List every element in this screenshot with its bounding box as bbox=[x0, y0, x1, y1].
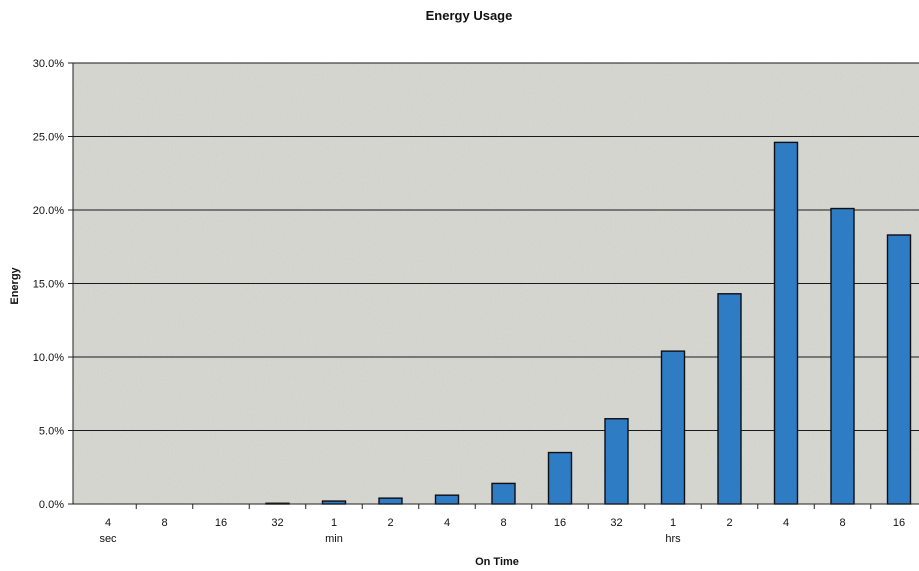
chart-title: Energy Usage bbox=[426, 8, 513, 23]
x-tick-label: 8 bbox=[839, 517, 845, 529]
x-tick-label: 16 bbox=[893, 517, 905, 529]
x-tick-label: 4 bbox=[444, 517, 450, 529]
bar bbox=[773, 141, 799, 505]
bar bbox=[830, 207, 855, 505]
y-tick-label: 30.0% bbox=[33, 58, 64, 70]
y-tick-label: 10.0% bbox=[33, 352, 64, 364]
x-tick-label: 32 bbox=[610, 517, 622, 529]
x-tick-label: 4 bbox=[783, 517, 789, 529]
bars bbox=[265, 141, 912, 505]
y-tick-label: 5.0% bbox=[39, 426, 64, 438]
x-unit-label: sec bbox=[99, 533, 117, 545]
bar bbox=[434, 494, 460, 505]
bar bbox=[717, 293, 742, 505]
x-tick-label: 16 bbox=[215, 517, 227, 529]
y-tick-label: 0.0% bbox=[39, 499, 64, 511]
x-tick-label: 2 bbox=[726, 517, 732, 529]
bar bbox=[604, 418, 629, 505]
y-axis-ticks: 0.0% 5.0% 10.0% 15.0% 20.0% 25.0% 30.0% bbox=[33, 58, 73, 511]
y-axis-title: Energy bbox=[9, 266, 21, 304]
y-tick-label: 25.0% bbox=[33, 132, 64, 144]
x-tick-label: 32 bbox=[271, 517, 283, 529]
bar bbox=[547, 451, 573, 505]
bar bbox=[660, 350, 686, 505]
x-tick-label: 4 bbox=[105, 517, 111, 529]
x-axis-title: On Time bbox=[475, 556, 519, 568]
x-tick-label: 8 bbox=[161, 517, 167, 529]
x-unit-label: min bbox=[325, 533, 343, 545]
y-tick-label: 20.0% bbox=[33, 205, 64, 217]
x-tick-label: 8 bbox=[500, 517, 506, 529]
bar bbox=[491, 482, 516, 505]
x-tick-label: 2 bbox=[387, 517, 393, 529]
x-unit-label: hrs bbox=[665, 533, 681, 545]
x-tick-label: 1 bbox=[331, 517, 337, 529]
x-tick-label: 16 bbox=[554, 517, 566, 529]
bar bbox=[886, 234, 912, 505]
x-tick-label: 1 bbox=[670, 517, 676, 529]
y-tick-label: 15.0% bbox=[33, 279, 64, 291]
bar bbox=[378, 497, 403, 505]
x-axis-ticks: 4 sec 8 16 32 1 min 2 4 8 16 32 1 hrs 2 4 8 16 bbox=[99, 504, 905, 545]
